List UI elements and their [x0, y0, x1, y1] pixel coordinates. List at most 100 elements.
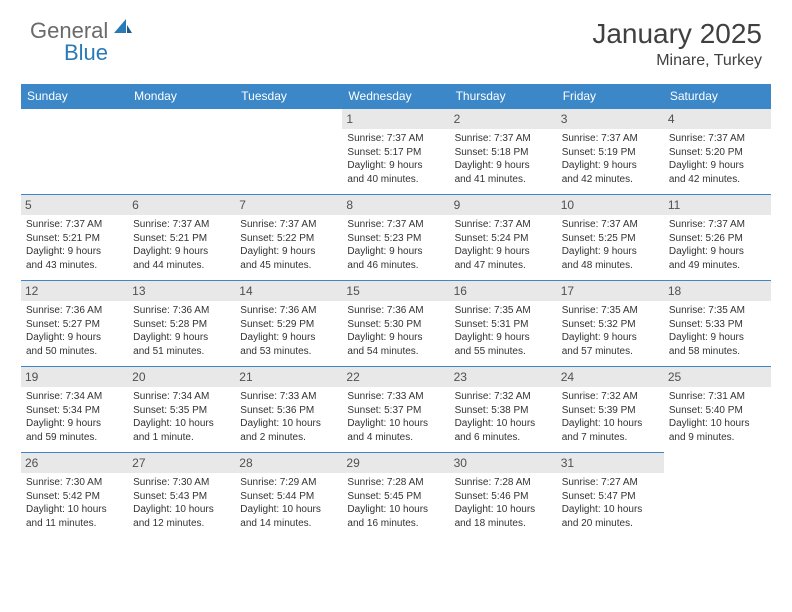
day-detail-sunrise: Sunrise: 7:33 AM — [347, 390, 444, 404]
day-detail-day1: Daylight: 10 hours — [562, 503, 659, 517]
calendar-day-cell: 21Sunrise: 7:33 AMSunset: 5:36 PMDayligh… — [235, 366, 342, 452]
day-detail-day2: and 45 minutes. — [240, 259, 337, 273]
month-title: January 2025 — [592, 18, 762, 50]
day-detail-sunrise: Sunrise: 7:37 AM — [133, 218, 230, 232]
day-number: 28 — [235, 453, 342, 473]
day-number: 5 — [21, 195, 128, 215]
day-detail-day2: and 11 minutes. — [26, 517, 123, 531]
day-detail-sunset: Sunset: 5:24 PM — [455, 232, 552, 246]
day-number: 12 — [21, 281, 128, 301]
day-detail-day2: and 14 minutes. — [240, 517, 337, 531]
day-detail-day1: Daylight: 10 hours — [26, 503, 123, 517]
day-detail-sunrise: Sunrise: 7:37 AM — [455, 132, 552, 146]
calendar-day-cell: 10Sunrise: 7:37 AMSunset: 5:25 PMDayligh… — [557, 194, 664, 280]
day-detail-day2: and 54 minutes. — [347, 345, 444, 359]
day-detail-sunrise: Sunrise: 7:33 AM — [240, 390, 337, 404]
day-number: 23 — [450, 367, 557, 387]
day-detail-sunset: Sunset: 5:27 PM — [26, 318, 123, 332]
calendar-day-cell: 6Sunrise: 7:37 AMSunset: 5:21 PMDaylight… — [128, 194, 235, 280]
day-detail-day1: Daylight: 9 hours — [26, 417, 123, 431]
day-detail-sunset: Sunset: 5:21 PM — [26, 232, 123, 246]
day-detail-day2: and 46 minutes. — [347, 259, 444, 273]
day-detail-day2: and 49 minutes. — [669, 259, 766, 273]
calendar-day-cell: 12 Sunrise: 7:36 AMSunset: 5:27 PMDayligh… — [21, 280, 128, 366]
day-detail-day1: Daylight: 10 hours — [455, 417, 552, 431]
day-detail-sunset: Sunset: 5:39 PM — [562, 404, 659, 418]
day-detail-sunrise: Sunrise: 7:32 AM — [455, 390, 552, 404]
day-detail-day1: Daylight: 10 hours — [347, 503, 444, 517]
day-number: 14 — [235, 281, 342, 301]
day-number: 21 — [235, 367, 342, 387]
calendar-day-cell: 19Sunrise: 7:34 AMSunset: 5:34 PMDayligh… — [21, 366, 128, 452]
day-detail-sunset: Sunset: 5:43 PM — [133, 490, 230, 504]
logo: General Blue — [30, 18, 136, 44]
calendar-empty-cell — [21, 108, 128, 194]
day-detail-sunrise: Sunrise: 7:37 AM — [455, 218, 552, 232]
day-number: 22 — [342, 367, 449, 387]
day-detail-day2: and 57 minutes. — [562, 345, 659, 359]
day-detail-day1: Daylight: 9 hours — [26, 331, 123, 345]
calendar-day-cell: 28 Sunrise: 7:29 AMSunset: 5:44 PMDayligh… — [235, 452, 342, 538]
day-detail-day2: and 7 minutes. — [562, 431, 659, 445]
day-detail-sunset: Sunset: 5:35 PM — [133, 404, 230, 418]
day-detail-sunset: Sunset: 5:22 PM — [240, 232, 337, 246]
day-detail-sunset: Sunset: 5:38 PM — [455, 404, 552, 418]
day-number: 2 — [450, 109, 557, 129]
day-detail-day1: Daylight: 9 hours — [562, 245, 659, 259]
day-detail-sunrise: Sunrise: 7:37 AM — [562, 132, 659, 146]
day-detail-day1: Daylight: 10 hours — [240, 503, 337, 517]
day-detail-sunset: Sunset: 5:37 PM — [347, 404, 444, 418]
calendar: SundayMondayTuesdayWednesdayThursdayFrid… — [21, 84, 771, 538]
day-number: 11 — [664, 195, 771, 215]
day-detail-day2: and 41 minutes. — [455, 173, 552, 187]
day-detail-day1: Daylight: 9 hours — [347, 159, 444, 173]
day-detail-sunset: Sunset: 5:18 PM — [455, 146, 552, 160]
day-number: 17 — [557, 281, 664, 301]
calendar-day-cell: 20Sunrise: 7:34 AMSunset: 5:35 PMDayligh… — [128, 366, 235, 452]
logo-sail-icon — [112, 17, 134, 40]
day-number: 6 — [128, 195, 235, 215]
day-detail-day2: and 55 minutes. — [455, 345, 552, 359]
day-detail-sunset: Sunset: 5:46 PM — [455, 490, 552, 504]
day-detail-day1: Daylight: 9 hours — [562, 159, 659, 173]
calendar-day-cell: 8Sunrise: 7:37 AMSunset: 5:23 PMDaylight… — [342, 194, 449, 280]
day-detail-day1: Daylight: 9 hours — [240, 331, 337, 345]
day-detail-sunset: Sunset: 5:42 PM — [26, 490, 123, 504]
calendar-header-row: SundayMondayTuesdayWednesdayThursdayFrid… — [21, 84, 771, 108]
day-number: 13 — [128, 281, 235, 301]
calendar-day-cell: 23 Sunrise: 7:32 AMSunset: 5:38 PMDayligh… — [450, 366, 557, 452]
day-detail-day2: and 42 minutes. — [669, 173, 766, 187]
day-number: 1 — [342, 109, 449, 129]
calendar-day-cell: 11Sunrise: 7:37 AMSunset: 5:26 PMDayligh… — [664, 194, 771, 280]
day-number: 9 — [450, 195, 557, 215]
day-detail-sunrise: Sunrise: 7:36 AM — [26, 304, 123, 318]
day-detail-day1: Daylight: 10 hours — [133, 503, 230, 517]
day-detail-sunset: Sunset: 5:44 PM — [240, 490, 337, 504]
day-detail-day2: and 48 minutes. — [562, 259, 659, 273]
day-detail-day2: and 44 minutes. — [133, 259, 230, 273]
day-number: 20 — [128, 367, 235, 387]
page-header: General Blue January 2025 Minare, Turkey — [0, 0, 792, 78]
day-number: 25 — [664, 367, 771, 387]
day-detail-day2: and 18 minutes. — [455, 517, 552, 531]
day-detail-sunrise: Sunrise: 7:29 AM — [240, 476, 337, 490]
location-label: Minare, Turkey — [592, 52, 762, 70]
calendar-day-cell: 18Sunrise: 7:35 AMSunset: 5:33 PMDayligh… — [664, 280, 771, 366]
day-detail-day2: and 1 minute. — [133, 431, 230, 445]
day-number: 27 — [128, 453, 235, 473]
day-detail-sunset: Sunset: 5:47 PM — [562, 490, 659, 504]
calendar-day-cell: 15Sunrise: 7:36 AMSunset: 5:30 PMDayligh… — [342, 280, 449, 366]
calendar-header-cell: Wednesday — [342, 84, 449, 108]
day-detail-day1: Daylight: 9 hours — [669, 331, 766, 345]
day-detail-sunrise: Sunrise: 7:37 AM — [669, 132, 766, 146]
calendar-body: 1Sunrise: 7:37 AMSunset: 5:17 PMDaylight… — [21, 108, 771, 538]
day-detail-sunset: Sunset: 5:33 PM — [669, 318, 766, 332]
day-detail-day1: Daylight: 9 hours — [455, 159, 552, 173]
day-detail-sunset: Sunset: 5:28 PM — [133, 318, 230, 332]
title-block: January 2025 Minare, Turkey — [592, 18, 762, 70]
day-detail-sunset: Sunset: 5:25 PM — [562, 232, 659, 246]
day-number: 29 — [342, 453, 449, 473]
day-detail-sunrise: Sunrise: 7:36 AM — [347, 304, 444, 318]
day-detail-sunset: Sunset: 5:34 PM — [26, 404, 123, 418]
day-detail-sunset: Sunset: 5:23 PM — [347, 232, 444, 246]
